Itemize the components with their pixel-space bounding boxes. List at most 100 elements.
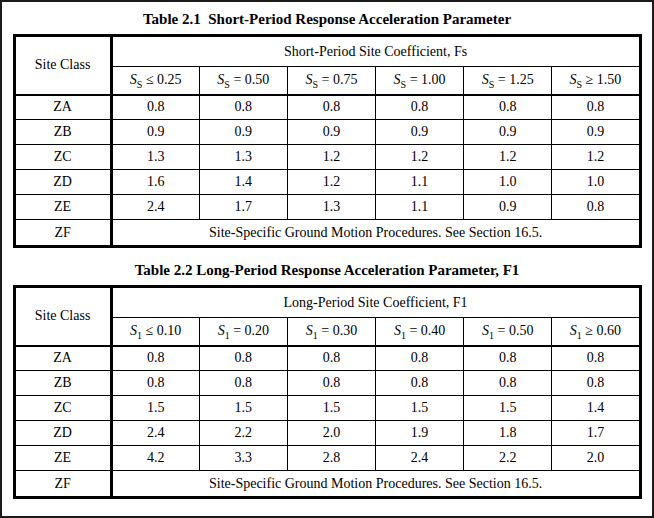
- value-cell: 2.4: [111, 195, 199, 220]
- table-row: ZE2.41.71.31.10.90.8: [14, 195, 640, 220]
- column-header: S1 = 0.30: [287, 318, 375, 346]
- value-cell: 1.0: [552, 170, 640, 195]
- column-header: S1 = 0.50: [464, 318, 552, 346]
- value-cell: 2.0: [287, 421, 375, 446]
- value-cell: 1.5: [464, 396, 552, 421]
- value-cell: 0.9: [199, 120, 287, 145]
- span-header: Short-Period Site Coefficient, Fs: [111, 36, 640, 67]
- value-cell: 2.2: [199, 421, 287, 446]
- value-cell: 0.9: [111, 120, 199, 145]
- value-cell: 1.2: [464, 145, 552, 170]
- table-2-1-title: Table 2.1 Short-Period Response Accelera…: [2, 10, 652, 28]
- column-header: S1 ≤ 0.10: [111, 318, 199, 346]
- value-cell: 0.9: [552, 120, 640, 145]
- spacer: [2, 248, 652, 261]
- value-cell: 1.1: [376, 195, 464, 220]
- table-2-1: Site Class Short-Period Site Coefficient…: [13, 34, 642, 248]
- site-class-cell: ZA: [14, 346, 111, 371]
- site-class-cell: ZC: [14, 396, 111, 421]
- value-cell: 1.5: [287, 396, 375, 421]
- value-cell: 2.2: [464, 446, 552, 471]
- value-cell: 0.8: [287, 95, 375, 120]
- value-cell: 0.8: [111, 346, 199, 371]
- value-cell: 0.8: [552, 195, 640, 220]
- value-cell: 3.3: [199, 446, 287, 471]
- table-row: ZA0.80.80.80.80.80.8: [14, 95, 640, 120]
- value-cell: 0.8: [464, 371, 552, 396]
- value-cell: 1.2: [552, 145, 640, 170]
- value-cell: 0.9: [287, 120, 375, 145]
- value-cell: 1.1: [376, 170, 464, 195]
- site-class-cell: ZA: [14, 95, 111, 120]
- site-class-cell: ZD: [14, 421, 111, 446]
- value-cell: 0.8: [376, 346, 464, 371]
- site-class-cell: ZF: [14, 471, 111, 498]
- table-row: ZB0.90.90.90.90.90.9: [14, 120, 640, 145]
- value-cell: 0.9: [464, 120, 552, 145]
- value-cell: 1.4: [199, 170, 287, 195]
- value-cell: 0.8: [552, 346, 640, 371]
- column-header: SS = 0.50: [199, 67, 287, 95]
- value-cell: 2.4: [376, 446, 464, 471]
- value-cell: 1.0: [464, 170, 552, 195]
- column-header: S1 ≥ 0.60: [552, 318, 640, 346]
- column-header: SS ≤ 0.25: [111, 67, 199, 95]
- table-row: ZC1.51.51.51.51.51.4: [14, 396, 640, 421]
- site-class-cell: ZE: [14, 446, 111, 471]
- value-cell: 1.2: [376, 145, 464, 170]
- value-cell: 0.8: [199, 95, 287, 120]
- footer-note: Site-Specific Ground Motion Procedures. …: [111, 220, 640, 247]
- site-class-cell: ZD: [14, 170, 111, 195]
- table-2-2: Site Class Long-Period Site Coefficient,…: [13, 285, 642, 499]
- column-header: SS = 1.00: [376, 67, 464, 95]
- value-cell: 2.0: [552, 446, 640, 471]
- value-cell: 1.2: [287, 145, 375, 170]
- column-header: SS ≥ 1.50: [552, 67, 640, 95]
- value-cell: 1.2: [287, 170, 375, 195]
- table-2-2-wrapper: Site Class Long-Period Site Coefficient,…: [13, 285, 642, 499]
- value-cell: 1.5: [111, 396, 199, 421]
- value-cell: 2.4: [111, 421, 199, 446]
- value-cell: 0.9: [464, 195, 552, 220]
- value-cell: 0.9: [376, 120, 464, 145]
- site-class-cell: ZB: [14, 371, 111, 396]
- column-header: SS = 0.75: [287, 67, 375, 95]
- value-cell: 4.2: [111, 446, 199, 471]
- value-cell: 0.8: [376, 95, 464, 120]
- value-cell: 1.3: [199, 145, 287, 170]
- value-cell: 0.8: [199, 346, 287, 371]
- value-cell: 0.8: [199, 371, 287, 396]
- value-cell: 0.8: [287, 346, 375, 371]
- corner-header: Site Class: [14, 287, 111, 346]
- value-cell: 2.8: [287, 446, 375, 471]
- value-cell: 1.5: [376, 396, 464, 421]
- table-2-1-wrapper: Site Class Short-Period Site Coefficient…: [13, 34, 642, 248]
- header-row-span: Site Class Short-Period Site Coefficient…: [14, 36, 640, 67]
- footer-note: Site-Specific Ground Motion Procedures. …: [111, 471, 640, 498]
- value-cell: 1.5: [199, 396, 287, 421]
- site-class-cell: ZE: [14, 195, 111, 220]
- value-cell: 0.8: [464, 346, 552, 371]
- corner-header: Site Class: [14, 36, 111, 95]
- header-row-span: Site Class Long-Period Site Coefficient,…: [14, 287, 640, 318]
- span-header: Long-Period Site Coefficient, F1: [111, 287, 640, 318]
- table-row: ZA0.80.80.80.80.80.8: [14, 346, 640, 371]
- footer-row: ZFSite-Specific Ground Motion Procedures…: [14, 220, 640, 247]
- value-cell: 1.9: [376, 421, 464, 446]
- value-cell: 0.8: [464, 95, 552, 120]
- site-class-cell: ZF: [14, 220, 111, 247]
- value-cell: 1.3: [287, 195, 375, 220]
- value-cell: 0.8: [552, 95, 640, 120]
- value-cell: 0.8: [287, 371, 375, 396]
- value-cell: 1.3: [111, 145, 199, 170]
- document-page: Table 2.1 Short-Period Response Accelera…: [0, 0, 654, 518]
- value-cell: 0.8: [376, 371, 464, 396]
- value-cell: 0.8: [111, 95, 199, 120]
- table-row: ZB0.80.80.80.80.80.8: [14, 371, 640, 396]
- value-cell: 1.4: [552, 396, 640, 421]
- table-row: ZD1.61.41.21.11.01.0: [14, 170, 640, 195]
- column-header: S1 = 0.20: [199, 318, 287, 346]
- table-2-2-title: Table 2.2 Long-Period Response Accelerat…: [2, 261, 652, 279]
- value-cell: 1.7: [199, 195, 287, 220]
- value-cell: 1.6: [111, 170, 199, 195]
